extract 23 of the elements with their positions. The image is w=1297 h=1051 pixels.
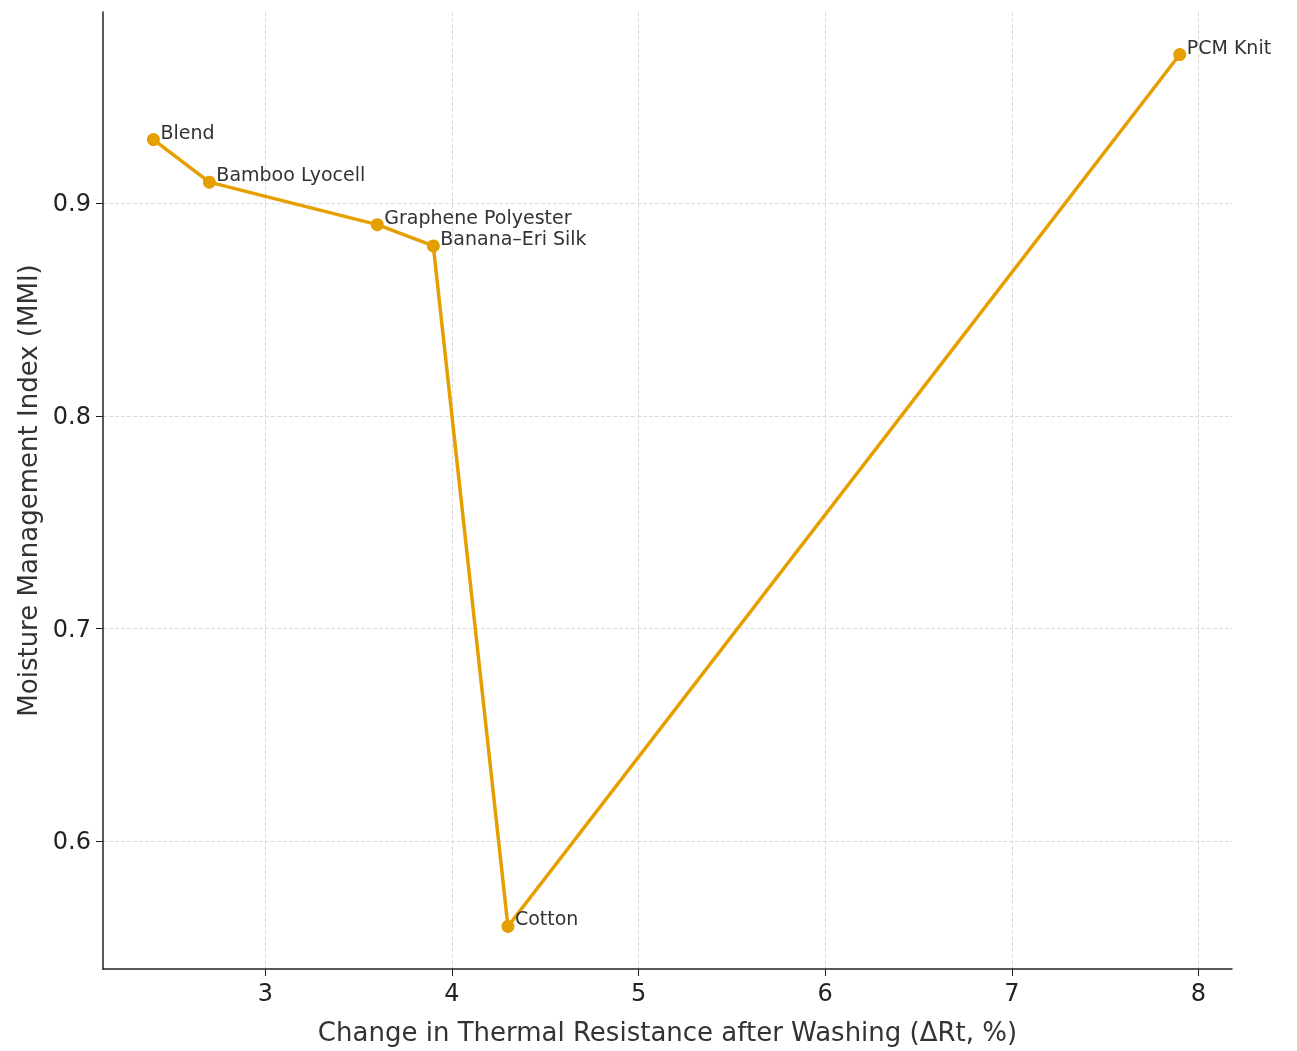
annotation: PCM Knit	[1186, 35, 1272, 58]
x-tick-label: 4	[444, 979, 460, 1007]
annotation: Graphene Polyester	[384, 205, 572, 228]
annotation: Cotton	[514, 907, 579, 930]
y-axis-title: Moisture Management Index (MMI)	[13, 264, 43, 717]
point	[1173, 48, 1187, 62]
y-tick-label: 0.8	[52, 402, 91, 431]
point	[202, 175, 216, 189]
x-tick-label: 5	[630, 979, 647, 1007]
point	[370, 218, 384, 232]
x-tick-label: 6	[817, 979, 833, 1007]
x-axis-title: Change in Thermal Resistance after Washing (ΔRt, %)	[317, 1017, 1018, 1047]
y-tick-label: 0.7	[52, 614, 91, 643]
annotation: Blend	[160, 120, 215, 143]
point	[501, 919, 515, 933]
point	[146, 133, 160, 147]
y-tick-label: 0.9	[52, 189, 91, 218]
y-tick-label: 0.6	[52, 827, 91, 856]
x-tick-label: 3	[257, 979, 273, 1007]
annotation: Bamboo Lyocell	[216, 163, 366, 186]
point	[426, 239, 440, 253]
x-tick-label: 7	[1004, 979, 1020, 1007]
x-tick-label: 8	[1190, 979, 1207, 1007]
